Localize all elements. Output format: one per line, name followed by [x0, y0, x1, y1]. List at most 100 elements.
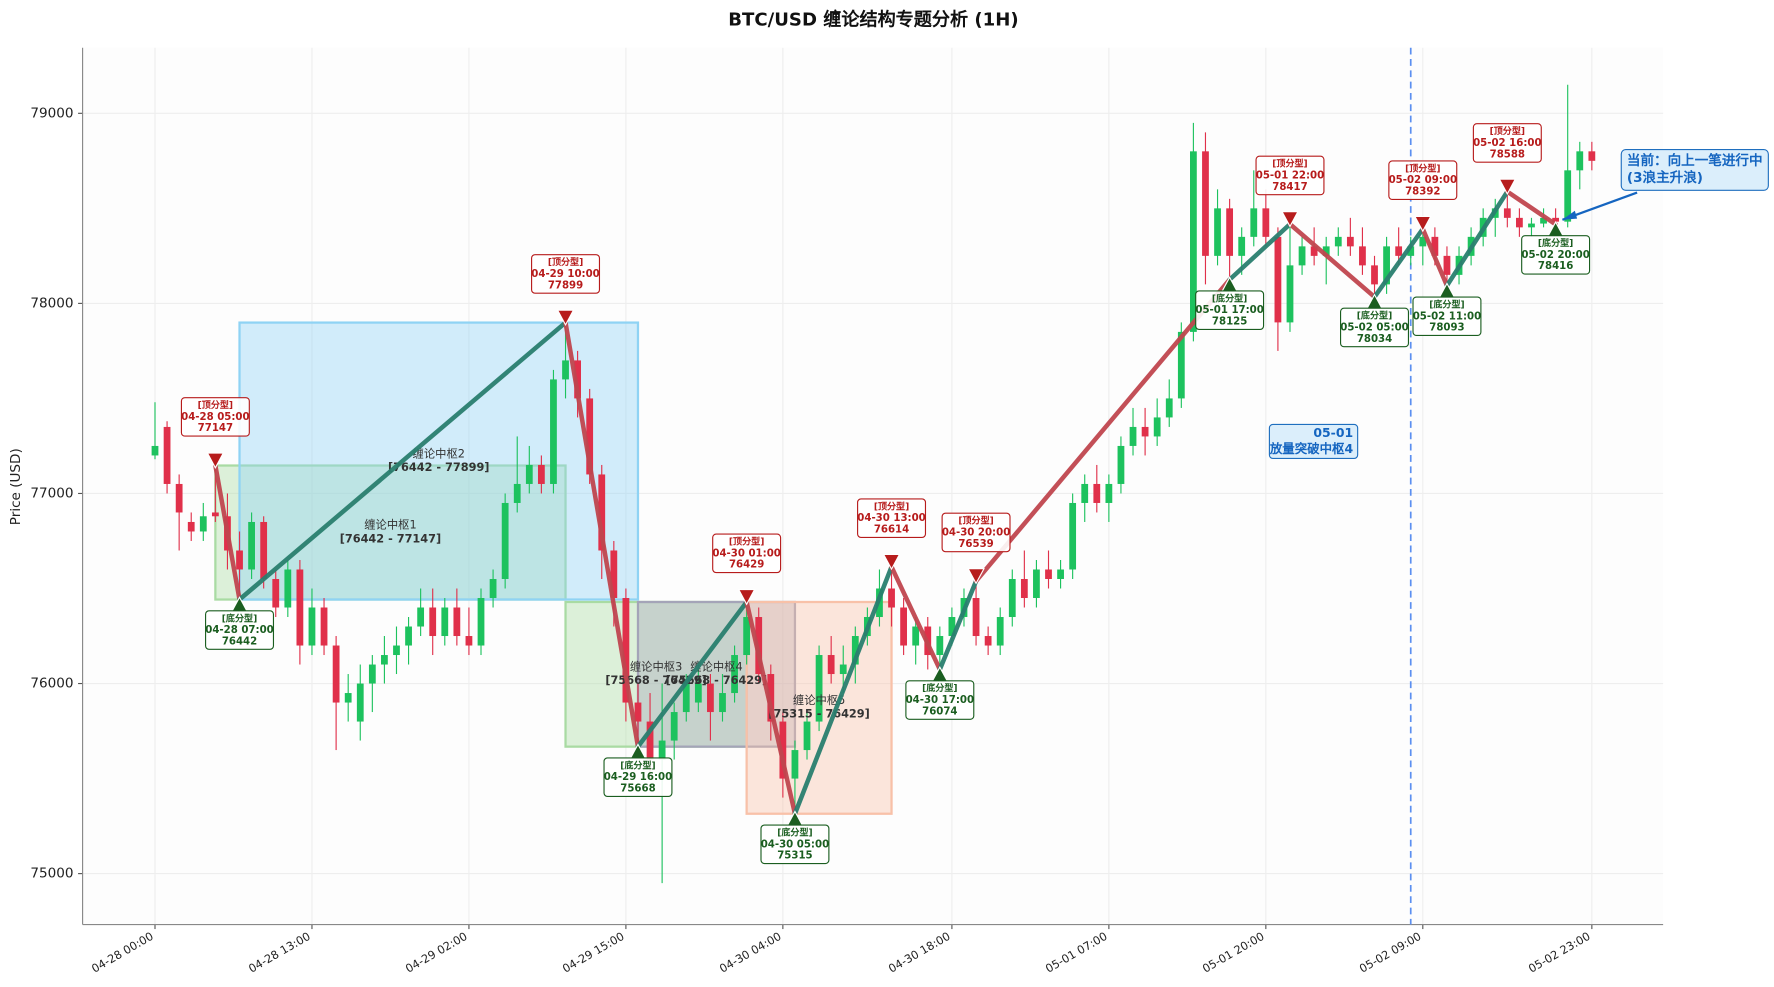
- candle-body: [1033, 569, 1040, 599]
- candle-body: [1359, 246, 1366, 266]
- candle-body: [1226, 208, 1234, 256]
- candle-body: [972, 598, 980, 637]
- fractal-label-box: [531, 254, 601, 294]
- candle-body: [1564, 170, 1572, 222]
- fractal-marker: [1413, 215, 1432, 233]
- candle-body: [1286, 265, 1294, 323]
- candle-body: [646, 721, 654, 760]
- y-tick-label: 75000: [30, 866, 73, 882]
- candle-body: [622, 598, 630, 703]
- candle-body: [477, 598, 485, 646]
- candle-body: [1202, 151, 1209, 256]
- candle-body: [719, 693, 726, 713]
- candle-body: [815, 655, 823, 722]
- fractal-marker: [737, 588, 756, 606]
- candle-body: [489, 578, 497, 599]
- candle-body: [199, 516, 207, 532]
- candle-body: [1069, 502, 1077, 570]
- fractal-label-box: [857, 498, 927, 538]
- candle-body: [1528, 223, 1535, 228]
- candle-body: [1346, 236, 1354, 247]
- candle-body: [441, 607, 449, 637]
- candle-body: [368, 664, 376, 684]
- fractal-type: [底分型]: [922, 682, 957, 694]
- candle-body: [1093, 483, 1101, 503]
- candle-body: [948, 617, 956, 637]
- fractal-value: 77899: [548, 280, 583, 291]
- chart-title: BTC/USD 缠论结构专题分析 (1H): [728, 9, 1018, 31]
- candle-body: [731, 655, 738, 694]
- zhongshu-name: 缠论中枢5: [793, 693, 845, 707]
- candle-body: [308, 607, 316, 646]
- candle-body: [1165, 398, 1173, 418]
- candle-body: [743, 617, 751, 656]
- candle-body: [151, 445, 159, 456]
- annotation-text: 当前：向上一笔进行中: [1627, 152, 1763, 169]
- candle-body: [525, 464, 533, 484]
- fractal-value: 76614: [874, 524, 909, 535]
- fractal-label-box: [760, 824, 830, 865]
- candle-body: [1322, 246, 1330, 256]
- candle-body: [803, 721, 811, 751]
- candle-body: [827, 655, 835, 675]
- candle-body: [236, 550, 243, 570]
- fractal-time: 04-29 16:00: [604, 772, 672, 783]
- fractal-time: 05-02 05:00: [1340, 322, 1408, 333]
- fractal-type: [顶分型]: [958, 515, 993, 527]
- x-tick-label: 04-30 04:00: [717, 930, 783, 976]
- candle-body: [1057, 569, 1064, 579]
- fractal-label-box: [941, 512, 1011, 553]
- candle-body: [453, 607, 461, 637]
- candle-body: [1153, 417, 1161, 437]
- candle-body: [1177, 331, 1185, 399]
- candle-body: [1310, 246, 1318, 256]
- fractal-label-box: [1255, 155, 1325, 196]
- candle-body: [296, 569, 304, 646]
- candle-body: [248, 521, 255, 570]
- zhongshu-range: [75315 - 76429]: [768, 708, 869, 721]
- candle-body: [1540, 217, 1547, 224]
- fractal-label-box: [603, 757, 673, 797]
- candle-body: [211, 512, 219, 517]
- fractal-time: 05-02 11:00: [1413, 311, 1481, 322]
- fractal-time: 04-30 05:00: [761, 839, 829, 850]
- fractal-marker: [1281, 211, 1299, 228]
- y-tick-label: 76000: [30, 676, 73, 692]
- fractal-type: [底分型]: [777, 826, 812, 838]
- fractal-value: 76429: [729, 560, 764, 571]
- fractal-value: 76442: [222, 636, 257, 647]
- candle-body: [658, 740, 666, 760]
- bi-segment: [563, 320, 641, 749]
- fractal-value: 77147: [198, 423, 233, 434]
- candle-body: [1105, 483, 1113, 503]
- fractal-time: 04-29 10:00: [531, 269, 599, 280]
- candle-body: [1419, 236, 1427, 247]
- fractal-time: 05-01 22:00: [1256, 170, 1324, 181]
- candle-body: [936, 636, 944, 656]
- fractal-marker: [1498, 178, 1517, 196]
- x-tick-label: 05-01 20:00: [1200, 930, 1266, 976]
- candle-body: [1298, 246, 1306, 266]
- candle-body: [1371, 265, 1378, 285]
- fractal-time: 04-30 01:00: [712, 548, 780, 559]
- annotation-box: [1620, 148, 1769, 191]
- fractal-label-box: [180, 397, 250, 437]
- fractal-value: 78417: [1272, 182, 1307, 193]
- candle-body: [417, 607, 425, 627]
- fractal-label-box: [205, 610, 275, 650]
- fractal-time: 05-02 20:00: [1521, 250, 1589, 261]
- candle-body: [1250, 208, 1258, 237]
- fractal-marker: [206, 452, 225, 469]
- fractal-value: 75315: [777, 851, 812, 862]
- annotation-text: (3浪主升浪): [1627, 169, 1703, 186]
- x-tick-label: 04-30 18:00: [886, 930, 952, 976]
- y-tick-label: 78000: [30, 295, 73, 311]
- bi-segment: [1372, 226, 1426, 300]
- fractal-marker: [556, 309, 575, 327]
- fractal-value: 78392: [1405, 187, 1440, 198]
- candle-body: [320, 607, 328, 646]
- annotation-text: 放量突破中枢4: [1269, 441, 1354, 456]
- bi-segment: [1287, 221, 1377, 300]
- fractal-type: [底分型]: [1212, 292, 1247, 304]
